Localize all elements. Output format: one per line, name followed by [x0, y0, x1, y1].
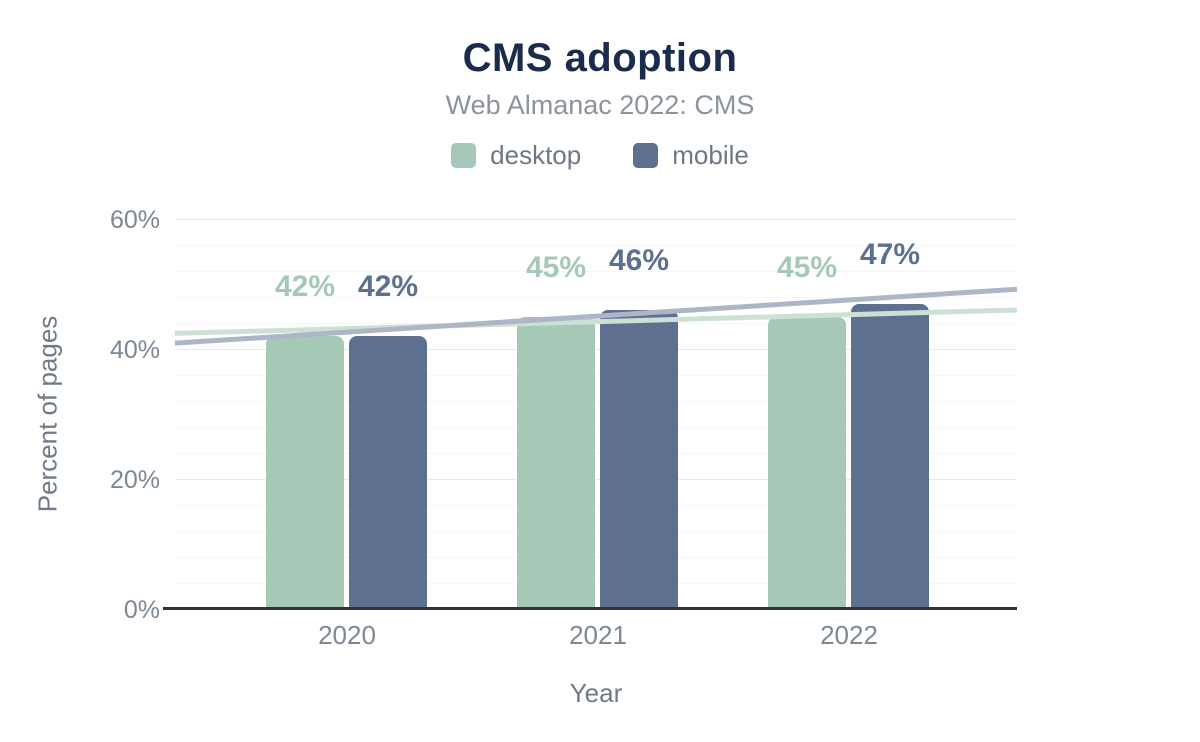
- x-axis-title: Year: [569, 678, 623, 708]
- data-label-mobile-2020: 42%: [357, 270, 419, 303]
- x-axis-line: [163, 607, 1017, 610]
- data-label-mobile-2021: 46%: [608, 244, 670, 277]
- legend-swatch-mobile: [633, 143, 659, 168]
- minor-gridline-32: [175, 401, 1017, 402]
- major-gridline-40: [175, 349, 1017, 350]
- legend-swatch-desktop: [451, 143, 477, 168]
- minor-gridline-52: [175, 271, 1017, 272]
- minor-gridline-56: [175, 245, 1017, 246]
- trendlines-layer: [174, 286, 1018, 346]
- data-label-mobile-2022: 47%: [859, 237, 921, 271]
- y-tick-60: 60%: [109, 206, 160, 234]
- minor-gridline-48: [175, 297, 1017, 298]
- y-tick-40: 40%: [109, 336, 160, 364]
- legend-item-mobile[interactable]: mobile: [633, 140, 749, 171]
- y-tick-0: 0%: [123, 596, 160, 624]
- y-tick-20: 20%: [109, 466, 160, 494]
- minor-gridline-36: [175, 375, 1017, 376]
- x-tick-2020: 2020: [318, 620, 376, 650]
- legend-label-mobile: mobile: [672, 140, 749, 170]
- minor-gridline-24: [175, 453, 1017, 454]
- data-label-desktop-2021: 45%: [525, 250, 587, 284]
- minor-gridline-12: [175, 531, 1017, 532]
- bar-mobile-2022[interactable]: [851, 303, 929, 609]
- bar-desktop-2021[interactable]: [517, 316, 595, 609]
- major-gridline-60: [175, 219, 1017, 220]
- legend-item-desktop[interactable]: desktop: [451, 140, 581, 171]
- bar-desktop-2020[interactable]: [266, 336, 344, 609]
- chart-subtitle: Web Almanac 2022: CMS: [445, 90, 755, 120]
- y-axis-title: Percent of pages: [32, 315, 63, 513]
- minor-gridline-16: [175, 505, 1017, 506]
- bar-mobile-2020[interactable]: [349, 336, 427, 609]
- bar-desktop-2022[interactable]: [768, 316, 846, 609]
- data-label-desktop-2022: 45%: [776, 250, 838, 284]
- trendline-desktop: [174, 307, 1018, 336]
- legend-label-desktop: desktop: [490, 140, 582, 170]
- minor-gridline-4: [175, 583, 1017, 584]
- x-tick-2022: 2022: [820, 620, 878, 650]
- legend: desktop mobile: [0, 140, 1200, 171]
- trendline-mobile: [174, 286, 1018, 346]
- major-gridline-20: [175, 479, 1017, 480]
- minor-gridline-8: [175, 557, 1017, 558]
- minor-gridline-28: [175, 427, 1017, 428]
- x-tick-2021: 2021: [569, 620, 627, 650]
- plot-area: 42% 42% 45% 46% 45% 47%: [174, 219, 1018, 609]
- data-label-desktop-2020: 42%: [274, 270, 336, 303]
- chart-title: CMS adoption: [462, 36, 738, 80]
- bar-mobile-2021[interactable]: [600, 310, 678, 609]
